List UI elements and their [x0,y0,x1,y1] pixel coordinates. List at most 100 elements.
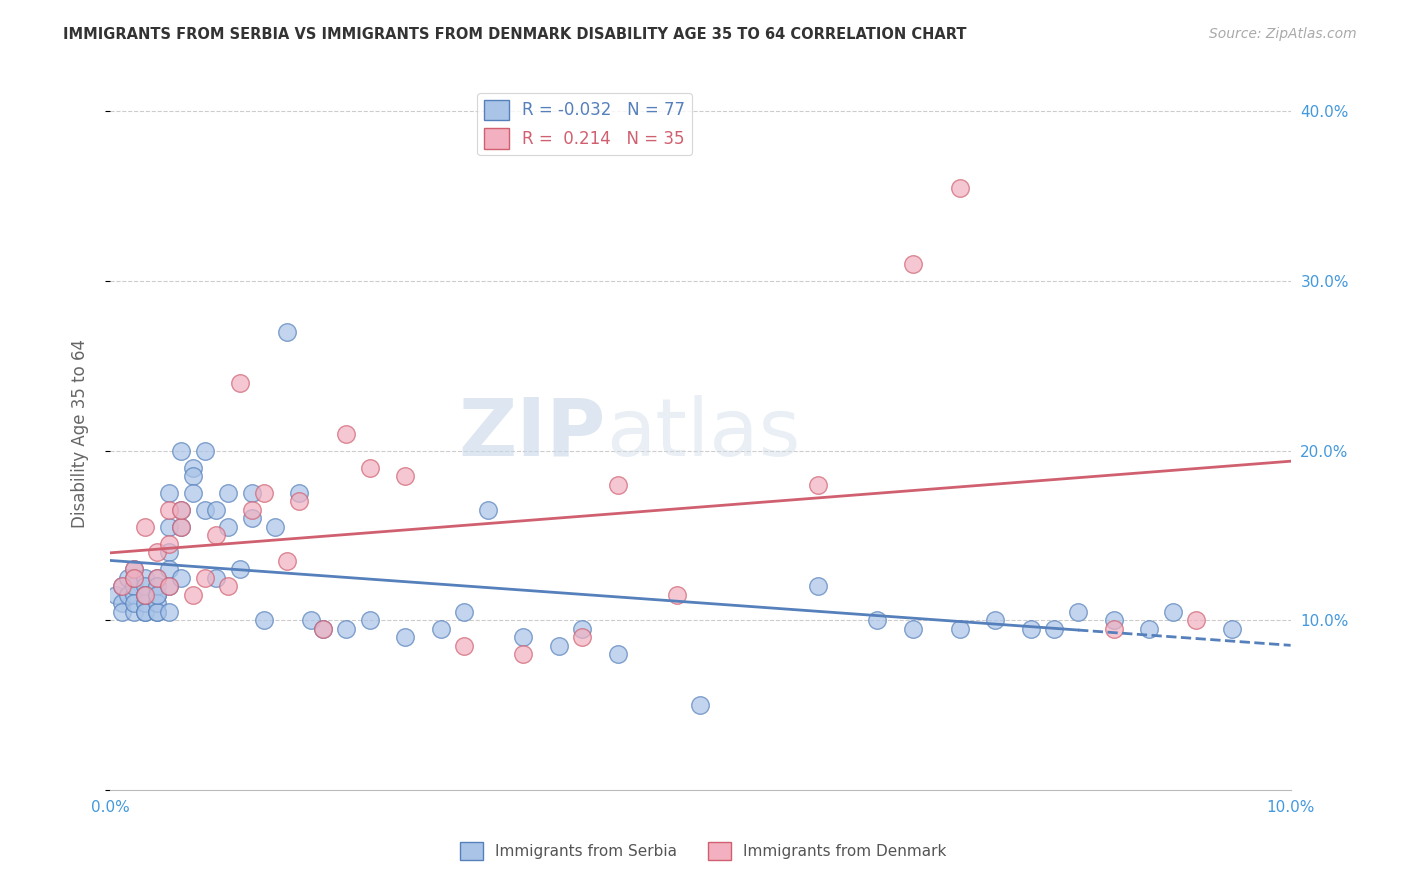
Point [606,477,628,491]
Point [807,477,830,491]
Point [117,588,139,602]
Point [240,486,263,500]
Point [170,520,193,534]
Point [122,571,145,585]
Point [359,460,381,475]
Point [205,503,228,517]
Point [477,503,499,517]
Point [394,630,416,644]
Point [229,562,252,576]
Point [157,503,180,517]
Point [170,520,193,534]
Point [394,469,416,483]
Point [146,545,169,559]
Point [111,579,134,593]
Point [299,613,322,627]
Point [264,520,287,534]
Point [122,579,145,593]
Text: Source: ZipAtlas.com: Source: ZipAtlas.com [1209,27,1357,41]
Point [146,571,169,585]
Point [217,579,239,593]
Point [1043,622,1066,636]
Point [181,486,204,500]
Point [157,579,180,593]
Point [122,596,145,610]
Point [949,622,972,636]
Legend: R = -0.032   N = 77, R =  0.214   N = 35: R = -0.032 N = 77, R = 0.214 N = 35 [477,93,692,155]
Point [170,503,193,517]
Point [571,622,593,636]
Point [117,571,139,585]
Point [512,647,534,661]
Point [146,588,169,602]
Text: ZIP: ZIP [458,394,606,473]
Point [181,588,204,602]
Point [111,605,134,619]
Point [547,639,569,653]
Point [193,571,215,585]
Point [901,622,924,636]
Legend: Immigrants from Serbia, Immigrants from Denmark: Immigrants from Serbia, Immigrants from … [454,836,952,866]
Point [288,486,311,500]
Point [146,588,169,602]
Point [240,511,263,525]
Point [311,622,333,636]
Point [193,503,215,517]
Point [276,554,298,568]
Point [1102,613,1125,627]
Point [252,613,274,627]
Point [571,630,593,644]
Point [288,494,311,508]
Y-axis label: Disability Age 35 to 64: Disability Age 35 to 64 [72,339,89,528]
Point [146,596,169,610]
Point [1067,605,1090,619]
Point [335,426,357,441]
Point [335,622,357,636]
Point [134,605,156,619]
Point [146,605,169,619]
Point [134,605,156,619]
Point [984,613,1007,627]
Point [181,460,204,475]
Point [111,596,134,610]
Point [134,579,156,593]
Point [453,605,475,619]
Point [157,545,180,559]
Point [157,579,180,593]
Point [512,630,534,644]
Point [170,503,193,517]
Point [134,588,156,602]
Point [122,562,145,576]
Point [240,503,263,517]
Point [104,588,127,602]
Point [901,257,924,271]
Point [1161,605,1184,619]
Point [122,605,145,619]
Point [157,520,180,534]
Point [157,562,180,576]
Text: atlas: atlas [606,394,800,473]
Point [122,571,145,585]
Point [157,486,180,500]
Point [1019,622,1042,636]
Point [193,443,215,458]
Point [1185,613,1208,627]
Text: IMMIGRANTS FROM SERBIA VS IMMIGRANTS FROM DENMARK DISABILITY AGE 35 TO 64 CORREL: IMMIGRANTS FROM SERBIA VS IMMIGRANTS FRO… [63,27,967,42]
Point [606,647,628,661]
Point [181,469,204,483]
Point [205,528,228,542]
Point [1137,622,1160,636]
Point [122,588,145,602]
Point [134,588,156,602]
Point [134,571,156,585]
Point [157,605,180,619]
Point [429,622,451,636]
Point [807,579,830,593]
Point [217,486,239,500]
Point [229,376,252,390]
Point [1102,622,1125,636]
Point [359,613,381,627]
Point [146,579,169,593]
Point [134,588,156,602]
Point [1220,622,1243,636]
